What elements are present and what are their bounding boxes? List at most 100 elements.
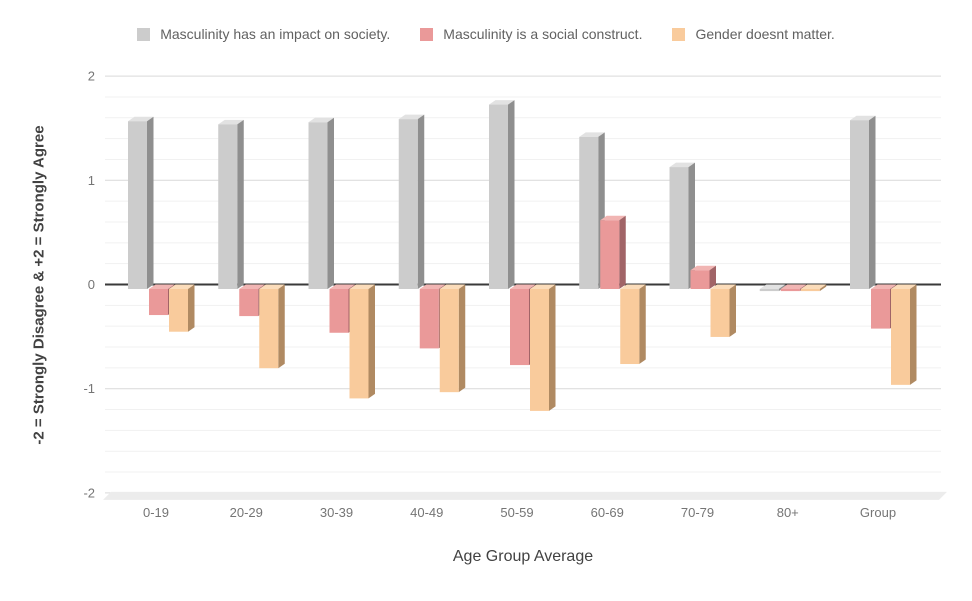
bar-impact-50-59[interactable] (489, 100, 515, 289)
bar-side-face (778, 284, 786, 292)
bar-front-face (489, 104, 508, 289)
legend-item-gender[interactable]: Gender doesnt matter. (672, 26, 835, 42)
y-tick-label: 1 (88, 173, 95, 188)
bar-top-face (419, 284, 446, 289)
bar-construct-60-69[interactable] (600, 215, 626, 289)
bar-top-face (850, 115, 876, 121)
bar-impact-Group[interactable] (850, 115, 876, 289)
bar-top-face (218, 119, 244, 125)
bar-top-face (329, 284, 355, 289)
x-tick-label: Group (860, 505, 896, 520)
bar-front-face (239, 289, 259, 317)
bar-gender-70-79[interactable] (710, 284, 737, 337)
bar-front-face (169, 289, 188, 332)
bar-top-face (398, 114, 425, 120)
bar-top-face (349, 284, 375, 289)
bar-impact-20-29[interactable] (218, 119, 244, 289)
y-tick-label: 2 (88, 69, 95, 84)
bar-impact-60-69[interactable] (579, 132, 605, 289)
bar-front-face (600, 220, 620, 289)
bar-gender-60-69[interactable] (620, 284, 646, 365)
bar-top-face (800, 284, 827, 289)
bar-front-face (218, 124, 238, 289)
bar-side-face (368, 284, 375, 399)
bar-front-face (349, 289, 369, 399)
bar-gender-40-49[interactable] (439, 284, 466, 393)
bar-front-face (329, 289, 349, 333)
bar-side-face (619, 215, 626, 289)
x-axis-title: Age Group Average (452, 548, 594, 565)
bar-gender-0-19[interactable] (169, 284, 195, 332)
bar-front-face (398, 119, 418, 290)
bar-front-face (850, 120, 869, 289)
legend-item-label: Gender doesnt matter. (695, 26, 835, 42)
bar-front-face (259, 289, 279, 369)
bar-side-face (508, 100, 515, 289)
bar-gender-Group[interactable] (891, 284, 917, 385)
bar-construct-70-79[interactable] (690, 265, 717, 289)
bar-gender-80+[interactable] (800, 284, 827, 292)
bar-front-face (620, 289, 640, 365)
bar-top-face (439, 284, 466, 289)
legend-item-label: Masculinity is a social construct. (443, 26, 643, 42)
bar-side-face (688, 162, 695, 289)
bar-front-face (871, 289, 890, 329)
bar-impact-40-49[interactable] (398, 114, 425, 290)
bar-front-face (800, 289, 820, 292)
x-tick-label: 80+ (777, 505, 799, 520)
bar-front-face (439, 289, 459, 393)
bar-top-face (871, 284, 897, 289)
chart-floor (103, 491, 947, 500)
bar-side-face (639, 284, 646, 365)
bar-side-face (709, 265, 716, 289)
legend-color-swatch (137, 27, 151, 41)
bar-impact-70-79[interactable] (669, 162, 696, 289)
bar-top-face (239, 284, 265, 289)
bar-top-face (620, 284, 646, 289)
x-tick-label: 70-79 (681, 505, 714, 520)
bar-impact-0-19[interactable] (128, 116, 154, 289)
bar-top-face (579, 132, 605, 137)
legend-item-construct[interactable]: Masculinity is a social construct. (420, 26, 642, 42)
bar-impact-80+[interactable] (759, 284, 786, 292)
bar-top-face (510, 284, 536, 289)
bar-gender-30-39[interactable] (349, 284, 376, 399)
bar-front-face (128, 121, 147, 289)
bar-top-face (780, 284, 807, 289)
y-tick-label: -1 (83, 381, 95, 396)
bar-side-face (549, 284, 556, 411)
bar-top-face (169, 284, 195, 289)
bar-front-face (669, 167, 689, 289)
bar-top-face (710, 284, 736, 289)
x-tick-label: 60-69 (591, 505, 624, 520)
legend-color-swatch (672, 27, 686, 41)
x-tick-label: 40-49 (410, 505, 443, 520)
bar-top-face (891, 284, 917, 289)
bar-front-face (530, 289, 549, 411)
bar-front-face (149, 289, 168, 316)
x-tick-label: 20-29 (230, 505, 263, 520)
bar-front-face (510, 289, 529, 366)
legend-color-swatch (420, 27, 434, 41)
bar-impact-30-39[interactable] (308, 117, 335, 289)
bar-gender-20-29[interactable] (259, 284, 285, 369)
x-tick-label: 30-39 (320, 505, 353, 520)
bar-front-face (308, 122, 328, 289)
bar-side-face (869, 115, 876, 289)
bar-top-face (308, 117, 334, 123)
bar-side-face (910, 284, 917, 385)
bar-side-face (278, 284, 285, 369)
bar-side-face (147, 116, 154, 289)
legend-item-impact[interactable]: Masculinity has an impact on society. (137, 26, 390, 42)
bar-side-face (729, 284, 736, 337)
bar-side-face (417, 114, 425, 290)
bar-top-face (489, 100, 515, 105)
bar-top-face (669, 162, 695, 168)
bar-top-face (690, 265, 716, 271)
y-axis-title: -2 = Strongly Disagree & +2 = Strongly A… (30, 125, 48, 445)
x-tick-label: 50-59 (500, 505, 533, 520)
bar-top-face (600, 215, 626, 221)
bar-top-face (759, 284, 786, 289)
bar-gender-50-59[interactable] (530, 284, 556, 411)
